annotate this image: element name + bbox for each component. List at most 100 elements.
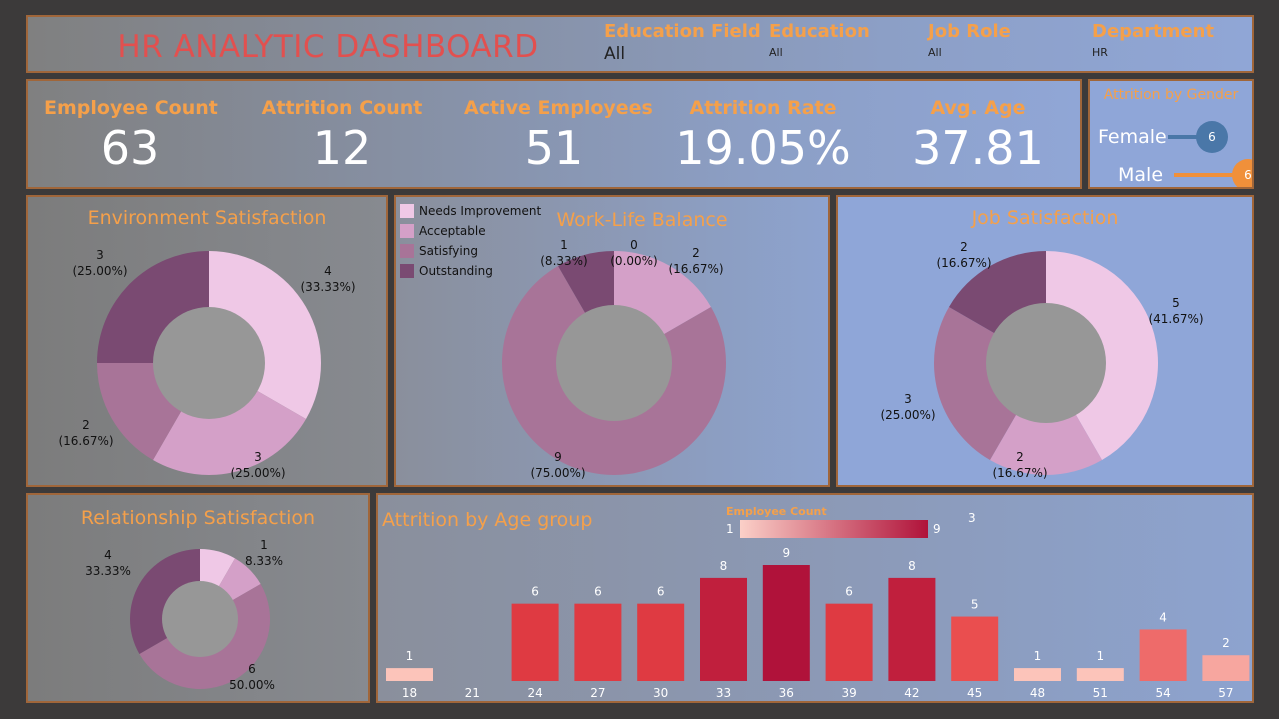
kpi-value: 12 bbox=[312, 121, 372, 175]
legend-item[interactable]: Satisfying bbox=[400, 241, 541, 261]
donut-hole bbox=[153, 307, 265, 419]
relationship-satisfaction-panel: Relationship Satisfaction 1 8.33% 6 50.00% 4… bbox=[26, 493, 370, 703]
bar[interactable] bbox=[1076, 668, 1124, 681]
kpi-label: Attrition Rate bbox=[689, 97, 837, 119]
slice-label: 1 bbox=[560, 238, 568, 252]
filter-education-field[interactable]: Education Field All bbox=[604, 21, 761, 64]
bar[interactable] bbox=[637, 603, 685, 681]
bar-value-label: 8 bbox=[720, 559, 728, 573]
bar[interactable] bbox=[386, 668, 433, 681]
slice-percent: 33.33% bbox=[85, 564, 131, 578]
slice-label: 3 bbox=[254, 450, 262, 464]
slice-percent: (33.33%) bbox=[300, 280, 355, 294]
gender-title: Attrition by Gender bbox=[1103, 87, 1239, 103]
slice-label: 6 bbox=[248, 662, 256, 676]
legend-item[interactable]: Acceptable bbox=[400, 221, 541, 241]
slice-label: 4 bbox=[104, 548, 112, 562]
filter-value[interactable]: All bbox=[928, 46, 942, 59]
pie-slice[interactable] bbox=[153, 363, 306, 475]
x-tick-label: 48 bbox=[1030, 686, 1045, 700]
filter-value[interactable]: All bbox=[604, 44, 626, 64]
legend-label: Outstanding bbox=[419, 264, 493, 278]
slice-percent: 50.00% bbox=[229, 678, 275, 692]
x-tick-label: 45 bbox=[967, 686, 982, 700]
gender-dot: 6 bbox=[1196, 121, 1228, 153]
kpi-panel: Employee Count 63 Attrition Count 12 Act… bbox=[26, 79, 1082, 189]
bar-value-label: 1 bbox=[406, 649, 414, 663]
legend-swatch bbox=[400, 204, 414, 218]
bar[interactable] bbox=[1139, 629, 1187, 681]
gender-row-female[interactable]: Female 6 bbox=[1098, 121, 1228, 153]
gender-value: 6 bbox=[1244, 168, 1252, 182]
kpi-label: Attrition Count bbox=[261, 97, 423, 119]
filter-job-role[interactable]: Job Role All bbox=[928, 21, 1011, 59]
gender-label: Female bbox=[1098, 126, 1167, 148]
chart-title: Environment Satisfaction bbox=[87, 207, 327, 229]
slice-label: 3 bbox=[904, 392, 912, 406]
slice-percent: (16.67%) bbox=[936, 256, 991, 270]
slice-label: 1 bbox=[260, 538, 268, 552]
filter-department[interactable]: Department HR bbox=[1092, 21, 1214, 59]
bar[interactable] bbox=[825, 603, 873, 681]
bar[interactable] bbox=[511, 603, 559, 681]
legend-label: Acceptable bbox=[419, 224, 486, 238]
bar[interactable] bbox=[700, 577, 747, 681]
bar[interactable] bbox=[951, 616, 999, 681]
bar[interactable] bbox=[888, 577, 936, 681]
kpi-label: Active Employees bbox=[464, 97, 653, 119]
x-tick-label: 36 bbox=[779, 686, 794, 700]
slice-percent: 8.33% bbox=[245, 554, 283, 568]
gender-row-male[interactable]: Male 6 bbox=[1118, 159, 1252, 187]
color-legend: Employee Count 1 9 bbox=[726, 505, 946, 538]
donut-hole bbox=[162, 581, 238, 657]
slice-percent: (75.00%) bbox=[530, 466, 585, 480]
chart-title: Work-Life Balance bbox=[556, 209, 728, 231]
slice-percent: (25.00%) bbox=[72, 264, 127, 278]
slice-percent: (0.00%) bbox=[610, 254, 657, 268]
slice-percent: (16.67%) bbox=[58, 434, 113, 448]
filter-value[interactable]: All bbox=[769, 46, 783, 59]
kpi-value: 19.05% bbox=[675, 121, 851, 175]
bar[interactable] bbox=[1014, 668, 1061, 681]
slice-label: 0 bbox=[630, 238, 638, 252]
bar-value-label: 1 bbox=[1034, 649, 1042, 663]
relationship-satisfaction-chart: 1 8.33% 6 50.00% 4 33.33% bbox=[85, 538, 283, 692]
filter-label: Education bbox=[769, 21, 870, 42]
filter-value[interactable]: HR bbox=[1092, 46, 1108, 59]
x-tick-label: 33 bbox=[716, 686, 731, 700]
chart-title: Job Satisfaction bbox=[971, 207, 1119, 229]
gender-bar bbox=[1168, 135, 1200, 139]
extra-label: 3 bbox=[968, 511, 976, 525]
bar[interactable] bbox=[574, 603, 622, 681]
legend-item[interactable]: Outstanding bbox=[400, 261, 541, 281]
job-satisfaction-chart: 5 (41.67%) 2 (16.67%) 3 (25.00%) 2 (16.67%) bbox=[880, 240, 1203, 480]
bar-value-label: 6 bbox=[594, 585, 602, 599]
legend-label: Satisfying bbox=[419, 244, 478, 258]
gender-label: Male bbox=[1118, 164, 1164, 186]
bar-value-label: 1 bbox=[1096, 649, 1104, 663]
filter-education[interactable]: Education All bbox=[769, 21, 870, 59]
chart-title: Attrition by Age group bbox=[382, 509, 593, 531]
bar[interactable] bbox=[762, 565, 810, 681]
color-legend-min: 1 bbox=[726, 522, 734, 536]
work-life-balance-panel: Work-Life Balance Needs Improvement Acce… bbox=[394, 195, 830, 487]
x-tick-label: 51 bbox=[1093, 686, 1108, 700]
x-tick-label: 57 bbox=[1218, 686, 1233, 700]
kpi-value: 37.81 bbox=[912, 121, 1044, 175]
x-tick-label: 30 bbox=[653, 686, 668, 700]
x-tick-label: 18 bbox=[402, 686, 417, 700]
bar[interactable] bbox=[1202, 655, 1250, 681]
slice-percent: (16.67%) bbox=[992, 466, 1047, 480]
slice-percent: (16.67%) bbox=[668, 262, 723, 276]
slice-label: 5 bbox=[1172, 296, 1180, 310]
slice-label: 2 bbox=[692, 246, 700, 260]
kpi-label: Avg. Age bbox=[930, 97, 1026, 119]
chart-title: Relationship Satisfaction bbox=[80, 507, 316, 529]
bar-value-label: 9 bbox=[782, 546, 790, 560]
age-group-panel: Attrition by Age group Employee Count 1 … bbox=[376, 493, 1254, 703]
kpi-value: 63 bbox=[100, 121, 160, 175]
legend-item[interactable]: Needs Improvement bbox=[400, 201, 541, 221]
kpi-attrition-rate: Attrition Rate 19.05% bbox=[668, 97, 858, 171]
slice-percent: (25.00%) bbox=[230, 466, 285, 480]
